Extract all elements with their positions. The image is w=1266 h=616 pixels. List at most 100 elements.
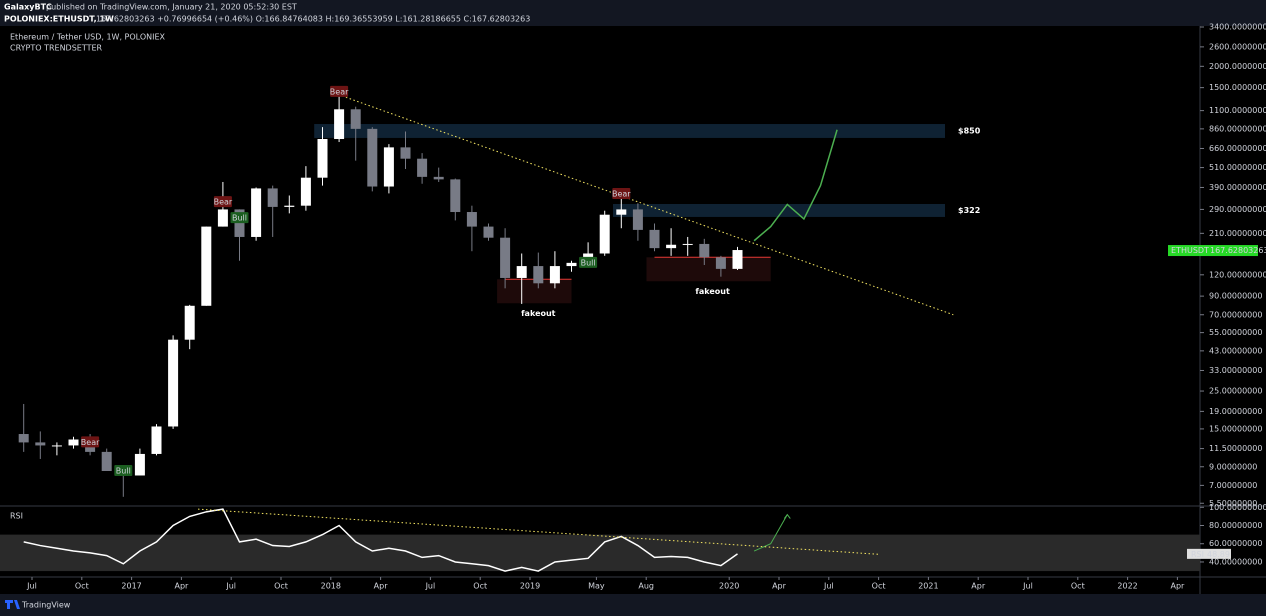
candle-body xyxy=(334,109,345,140)
author: GalaxyBTC xyxy=(4,3,52,12)
fakeout-label: fakeout xyxy=(695,287,730,296)
projection-line xyxy=(753,129,838,242)
rsi-band xyxy=(0,534,1200,572)
y-tick-label: 120.00000000 xyxy=(1209,270,1266,279)
rsi-tick-label: 80.00000000 xyxy=(1209,521,1262,530)
candle-body xyxy=(151,426,162,454)
candle-body xyxy=(699,243,710,258)
brand: TradingView xyxy=(21,601,71,610)
logo xyxy=(5,600,20,609)
signal-label: Bull xyxy=(116,466,131,475)
zone-label: $322 xyxy=(958,206,980,215)
x-tick-label: Jul xyxy=(26,582,37,591)
x-tick-label: Oct xyxy=(872,582,886,591)
x-tick-label: Apr xyxy=(971,582,986,591)
signal-box xyxy=(579,256,598,268)
candle-body xyxy=(201,226,212,306)
signal-box xyxy=(612,188,631,200)
x-tick-label: Jul xyxy=(1022,582,1033,591)
signal-label: Bull xyxy=(232,214,247,223)
candle-body xyxy=(101,451,112,471)
signal-box xyxy=(114,464,133,476)
x-tick-label: Oct xyxy=(473,582,487,591)
x-tick-label: 2017 xyxy=(121,582,141,591)
arrow-head xyxy=(783,513,791,519)
candle-body xyxy=(682,243,693,245)
header-bar xyxy=(0,0,1266,26)
candle-body xyxy=(732,250,743,269)
x-tick-label: Jul xyxy=(425,582,436,591)
x-tick-label: 2021 xyxy=(918,582,938,591)
last-price-box xyxy=(1168,245,1258,257)
candle-body xyxy=(450,179,461,213)
candle-body xyxy=(35,442,46,446)
candle-body xyxy=(715,257,726,269)
y-tick-label: 390.00000000 xyxy=(1209,183,1266,192)
published: published on TradingView.com, January 21… xyxy=(46,3,297,12)
y-tick-label: 510.00000000 xyxy=(1209,163,1266,172)
rsi-title: RSI xyxy=(10,512,23,521)
x-tick-label: Oct xyxy=(75,582,89,591)
signal-box xyxy=(213,196,232,208)
candle-body xyxy=(632,209,643,230)
candle-body xyxy=(68,439,79,446)
candle-body xyxy=(533,266,544,284)
y-tick-label: 70.00000000 xyxy=(1209,310,1262,319)
rsi-last-value: 48.89 xyxy=(1207,550,1230,559)
x-tick-label: Aug xyxy=(638,582,654,591)
candle-body xyxy=(433,176,444,180)
fakeout-label: fakeout xyxy=(521,309,556,318)
rsi-tick-label: 100.00000000 xyxy=(1209,503,1266,512)
y-tick-label: 7.00000000 xyxy=(1209,481,1257,490)
x-tick-label: Apr xyxy=(1170,582,1185,591)
symbol: POLONIEX:ETHUSDT, 1W xyxy=(4,15,114,24)
signal-label: Bear xyxy=(81,438,100,447)
signal-label: Bear xyxy=(214,198,233,207)
candle-body xyxy=(516,266,527,278)
x-tick-label: 2019 xyxy=(520,582,540,591)
y-tick-label: 1500.00000000 xyxy=(1209,83,1266,92)
y-tick-label: 15.00000000 xyxy=(1209,424,1262,433)
zone-label: $850 xyxy=(958,126,981,135)
candle-body xyxy=(134,453,145,476)
y-tick-label: 860.00000000 xyxy=(1209,124,1266,133)
rsi-last-box xyxy=(1187,548,1231,559)
y-tick-label: 25.00000000 xyxy=(1209,387,1262,396)
signal-box xyxy=(230,212,249,224)
candle-body xyxy=(367,128,378,187)
candle-body xyxy=(267,188,278,207)
rsi-projection xyxy=(753,514,788,552)
candle-body xyxy=(168,339,179,427)
x-tick-label: 2018 xyxy=(321,582,341,591)
x-tick-label: Jul xyxy=(225,582,236,591)
candle-body xyxy=(300,177,311,206)
signal-label: Bear xyxy=(330,87,349,96)
rsi-tick-label: 40.00000000 xyxy=(1209,557,1262,566)
fakeout-area xyxy=(646,257,771,282)
y-tick-label: 9.00000000 xyxy=(1209,462,1257,471)
last-price-name: ETHUSDT xyxy=(1171,246,1209,255)
candle-body xyxy=(616,209,627,215)
candle-body xyxy=(251,188,262,237)
zone xyxy=(613,204,945,217)
x-tick-label: 2022 xyxy=(1117,582,1137,591)
zone xyxy=(314,124,945,138)
x-tick-label: Apr xyxy=(374,582,389,591)
candle-body xyxy=(400,147,411,159)
footer-bar xyxy=(0,594,1266,616)
quote: 167.62803263 +0.76996654 (+0.46%) O:166.… xyxy=(96,15,530,24)
y-tick-label: 1100.00000000 xyxy=(1209,106,1266,115)
candle-body xyxy=(184,305,195,340)
candle-body xyxy=(417,158,428,177)
rsi-tick-label: 60.00000000 xyxy=(1209,539,1262,548)
y-tick-label: 90.00000000 xyxy=(1209,292,1262,301)
y-tick-label: 3400.00000000 xyxy=(1209,23,1266,32)
signal-box xyxy=(330,85,349,97)
signal-label: Bear xyxy=(612,190,631,199)
y-tick-label: 290.00000000 xyxy=(1209,205,1266,214)
y-tick-label: 2000.00000000 xyxy=(1209,62,1266,71)
signal-box xyxy=(81,436,100,448)
y-tick-label: 11.50000000 xyxy=(1209,444,1262,453)
x-tick-label: May xyxy=(588,582,605,591)
